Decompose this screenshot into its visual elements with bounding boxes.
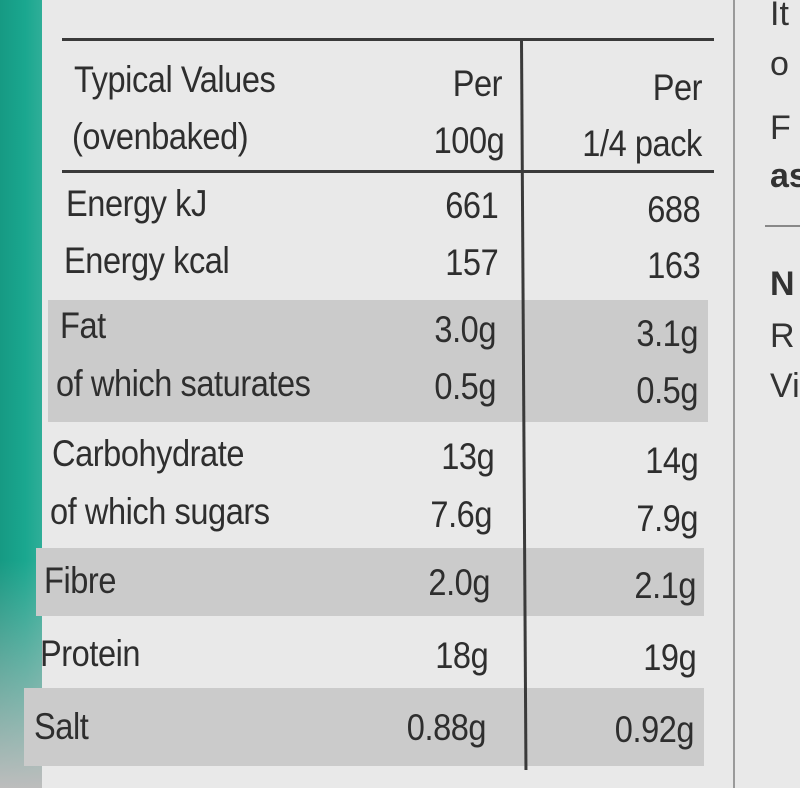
row-label: Fat [60,305,106,346]
header-col3-line1: Per [652,67,703,108]
right-fragment: Vi [770,367,800,405]
row-perpack: 3.1g [636,313,698,354]
header-separator [62,170,714,173]
row-label: Fibre [44,560,116,601]
row-perpack: 7.9g [636,498,698,539]
row-label: of which sugars [50,491,270,532]
row-per100: 157 [444,242,498,283]
row-label: of which saturates [56,363,311,404]
row-label: Protein [40,633,141,674]
header-col1-line1: Typical Values [74,59,276,100]
table-top-rule [62,38,714,41]
row-perpack: 163 [646,245,700,286]
row-perpack: 2.1g [634,565,696,606]
row-perpack: 0.5g [636,370,698,411]
row-perpack: 688 [646,189,700,230]
header-col1-line2: (ovenbaked) [72,116,249,157]
row-per100: 7.6g [430,494,492,535]
row-label: Energy kJ [66,183,207,224]
row-perpack: 0.92g [614,709,695,750]
header-col3-line2: 1/4 pack [582,123,702,164]
band-salt [24,688,704,766]
right-fragment: as [770,157,800,195]
band-fibre [36,548,704,616]
right-fragment: R [770,317,795,355]
right-fragment: F [770,109,791,147]
right-panel-rule [765,225,800,227]
band-fat [48,300,708,422]
row-label: Carbohydrate [52,433,245,474]
row-per100: 18g [434,635,488,676]
row-label: Energy kcal [64,240,230,281]
right-fragment: o [770,45,789,83]
right-fragment: N [770,265,795,303]
row-perpack: 14g [644,440,698,481]
row-per100: 0.5g [434,366,496,407]
row-perpack: 19g [642,637,696,678]
row-per100: 0.88g [406,707,487,748]
header-col2-line1: Per [452,63,503,104]
right-fragment: It [770,0,789,33]
header-col2-line2: 100g [433,120,504,161]
row-per100: 2.0g [428,562,490,603]
row-per100: 3.0g [434,309,496,350]
row-per100: 13g [440,436,494,477]
row-label: Salt [34,706,89,747]
panel-edge-divider [733,0,735,788]
row-per100: 661 [444,185,498,226]
